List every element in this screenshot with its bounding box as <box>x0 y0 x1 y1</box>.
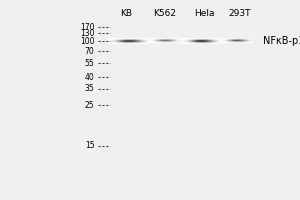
Text: 70: 70 <box>85 46 94 55</box>
Text: K562: K562 <box>154 9 176 18</box>
Text: 170: 170 <box>80 22 94 31</box>
Text: 15: 15 <box>85 142 94 150</box>
Text: 293T: 293T <box>229 9 251 18</box>
Text: 100: 100 <box>80 36 94 46</box>
Text: KB: KB <box>120 9 132 18</box>
Text: 25: 25 <box>85 100 94 110</box>
Text: Hela: Hela <box>194 9 214 18</box>
Text: NFκB-p100: NFκB-p100 <box>262 36 300 46</box>
Text: 35: 35 <box>85 84 94 93</box>
Text: 130: 130 <box>80 28 94 38</box>
Text: 40: 40 <box>85 72 94 82</box>
Text: 55: 55 <box>85 58 94 68</box>
